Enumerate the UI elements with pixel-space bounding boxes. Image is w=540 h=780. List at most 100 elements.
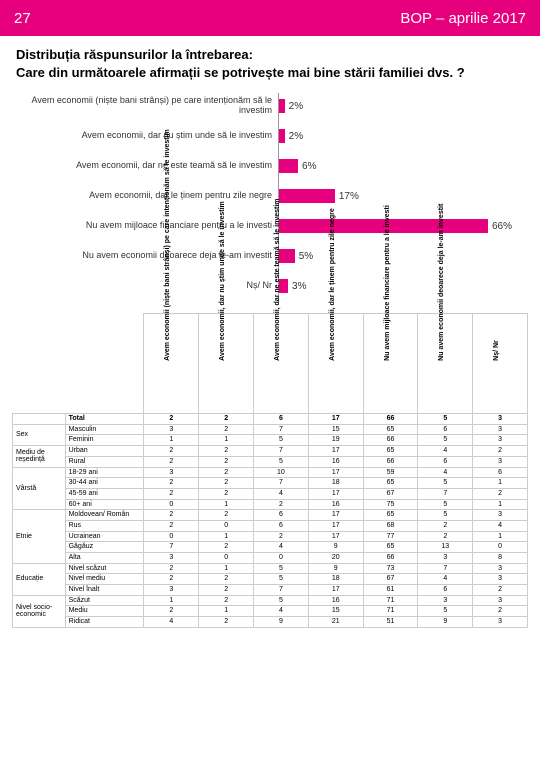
- table-cell: 1: [199, 606, 254, 617]
- chart-bar-area: 3%: [278, 273, 512, 299]
- chart-label: Nu avem mijloace financiare pentru a le …: [18, 221, 278, 231]
- table-row: Nivel mediu225186743: [13, 574, 528, 585]
- table-cell: 5: [418, 435, 473, 446]
- chart-bar: [278, 159, 298, 173]
- table-cell: 73: [363, 563, 418, 574]
- table-cell: 51: [363, 617, 418, 628]
- chart-value: 2%: [289, 101, 303, 112]
- table-cell: 1: [473, 499, 528, 510]
- table-cell: 2: [144, 510, 199, 521]
- header: 27 BOP – aprilie 2017: [0, 0, 540, 36]
- chart-value: 2%: [289, 131, 303, 142]
- table-row: EtnieMoldovean/ Român226176553: [13, 510, 528, 521]
- chart-label: Avem economii, dar le ținem pentru zile …: [18, 191, 278, 201]
- group-label: Nivel socio-economic: [13, 595, 66, 627]
- table-cell: 0: [254, 553, 309, 564]
- chart-label: Avem economii, dar ne este teamă să le i…: [18, 161, 278, 171]
- row-label: Nivel mediu: [65, 574, 144, 585]
- table-cell: 7: [254, 478, 309, 489]
- table-cell: 7: [418, 488, 473, 499]
- row-label: Rus: [65, 520, 144, 531]
- table-cell: 2: [199, 574, 254, 585]
- table-cell: 4: [418, 574, 473, 585]
- table-cell: 3: [473, 456, 528, 467]
- row-label: Alta: [65, 553, 144, 564]
- table-cell: 1: [144, 435, 199, 446]
- total-label: Total: [65, 414, 144, 425]
- chart-bar-area: 2%: [278, 93, 512, 119]
- row-label: 45-59 ani: [65, 488, 144, 499]
- table-cell: 2: [473, 606, 528, 617]
- table-cell: 18: [308, 478, 363, 489]
- table-cell: 3: [144, 424, 199, 435]
- row-label: Urban: [65, 446, 144, 457]
- chart-label: Nș/ Nr: [18, 281, 278, 291]
- table-cell: 65: [363, 510, 418, 521]
- chart-bar: [278, 219, 488, 233]
- table-cell: 2: [144, 520, 199, 531]
- col-header: Avem economii, dar le ținem pentru zile …: [308, 314, 363, 414]
- table-cell: 5: [418, 510, 473, 521]
- col-header: Avem economii, dar nu știm unde să le in…: [199, 314, 254, 414]
- table-cell: 3: [144, 553, 199, 564]
- table-cell: 71: [363, 606, 418, 617]
- table-cell: 68: [363, 520, 418, 531]
- question-line2: Care din următoarele afirmații se potriv…: [16, 64, 524, 82]
- chart-row: Avem economii (niște bani strânși) pe ca…: [18, 93, 512, 119]
- table-cell: 5: [418, 478, 473, 489]
- group-label: Mediu de reședință: [13, 446, 66, 467]
- chart-bar: [278, 189, 335, 203]
- table-cell: 2: [199, 467, 254, 478]
- table-cell: 3: [144, 585, 199, 596]
- chart-label: Avem economii, dar nu știm unde să le in…: [18, 131, 278, 141]
- table-cell: 2: [199, 414, 254, 425]
- table-cell: 2: [418, 531, 473, 542]
- bar-chart: Avem economii (niște bani strânși) pe ca…: [0, 89, 540, 309]
- chart-value: 6%: [302, 161, 316, 172]
- chart-bar: [278, 129, 285, 143]
- table-cell: 20: [308, 553, 363, 564]
- table-cell: 66: [363, 553, 418, 564]
- group-label: Educație: [13, 563, 66, 595]
- row-label: Mediu: [65, 606, 144, 617]
- table-cell: 4: [144, 617, 199, 628]
- table-cell: 2: [144, 478, 199, 489]
- table-cell: 7: [144, 542, 199, 553]
- table-cell: 7: [254, 424, 309, 435]
- table-cell: 16: [308, 456, 363, 467]
- table-row: 60+ ani012167551: [13, 499, 528, 510]
- table-cell: 67: [363, 488, 418, 499]
- table-cell: 1: [144, 595, 199, 606]
- table-cell: 2: [199, 478, 254, 489]
- row-label: Ridicat: [65, 617, 144, 628]
- table-cell: 5: [254, 563, 309, 574]
- table-cell: 2: [199, 510, 254, 521]
- table-cell: 7: [418, 563, 473, 574]
- question-block: Distribuția răspunsurilor la întrebarea:…: [0, 36, 540, 89]
- table-cell: 3: [473, 617, 528, 628]
- table-cell: 7: [254, 446, 309, 457]
- table-cell: 9: [308, 563, 363, 574]
- table-row: Ridicat429215193: [13, 617, 528, 628]
- table-cell: 6: [418, 585, 473, 596]
- table-cell: 17: [308, 520, 363, 531]
- col-header: Nu avem economii deoarece deja le-am inv…: [418, 314, 473, 414]
- table-cell: 16: [308, 499, 363, 510]
- chart-row: Avem economii, dar nu știm unde să le in…: [18, 123, 512, 149]
- table-cell: 5: [418, 499, 473, 510]
- table-cell: 5: [254, 456, 309, 467]
- table-cell: 6: [418, 456, 473, 467]
- table-cell: 2: [199, 424, 254, 435]
- row-label: Masculin: [65, 424, 144, 435]
- table-cell: 18: [308, 574, 363, 585]
- table-row: Vârstă18-29 ani3210175946: [13, 467, 528, 478]
- table-cell: 65: [363, 542, 418, 553]
- table-cell: 3: [473, 510, 528, 521]
- table-cell: 1: [199, 563, 254, 574]
- table-cell: 3: [473, 435, 528, 446]
- table-cell: 5: [254, 595, 309, 606]
- table-cell: 16: [308, 595, 363, 606]
- chart-bar-area: 5%: [278, 243, 512, 269]
- chart-value: 66%: [492, 221, 512, 232]
- table-cell: 3: [473, 595, 528, 606]
